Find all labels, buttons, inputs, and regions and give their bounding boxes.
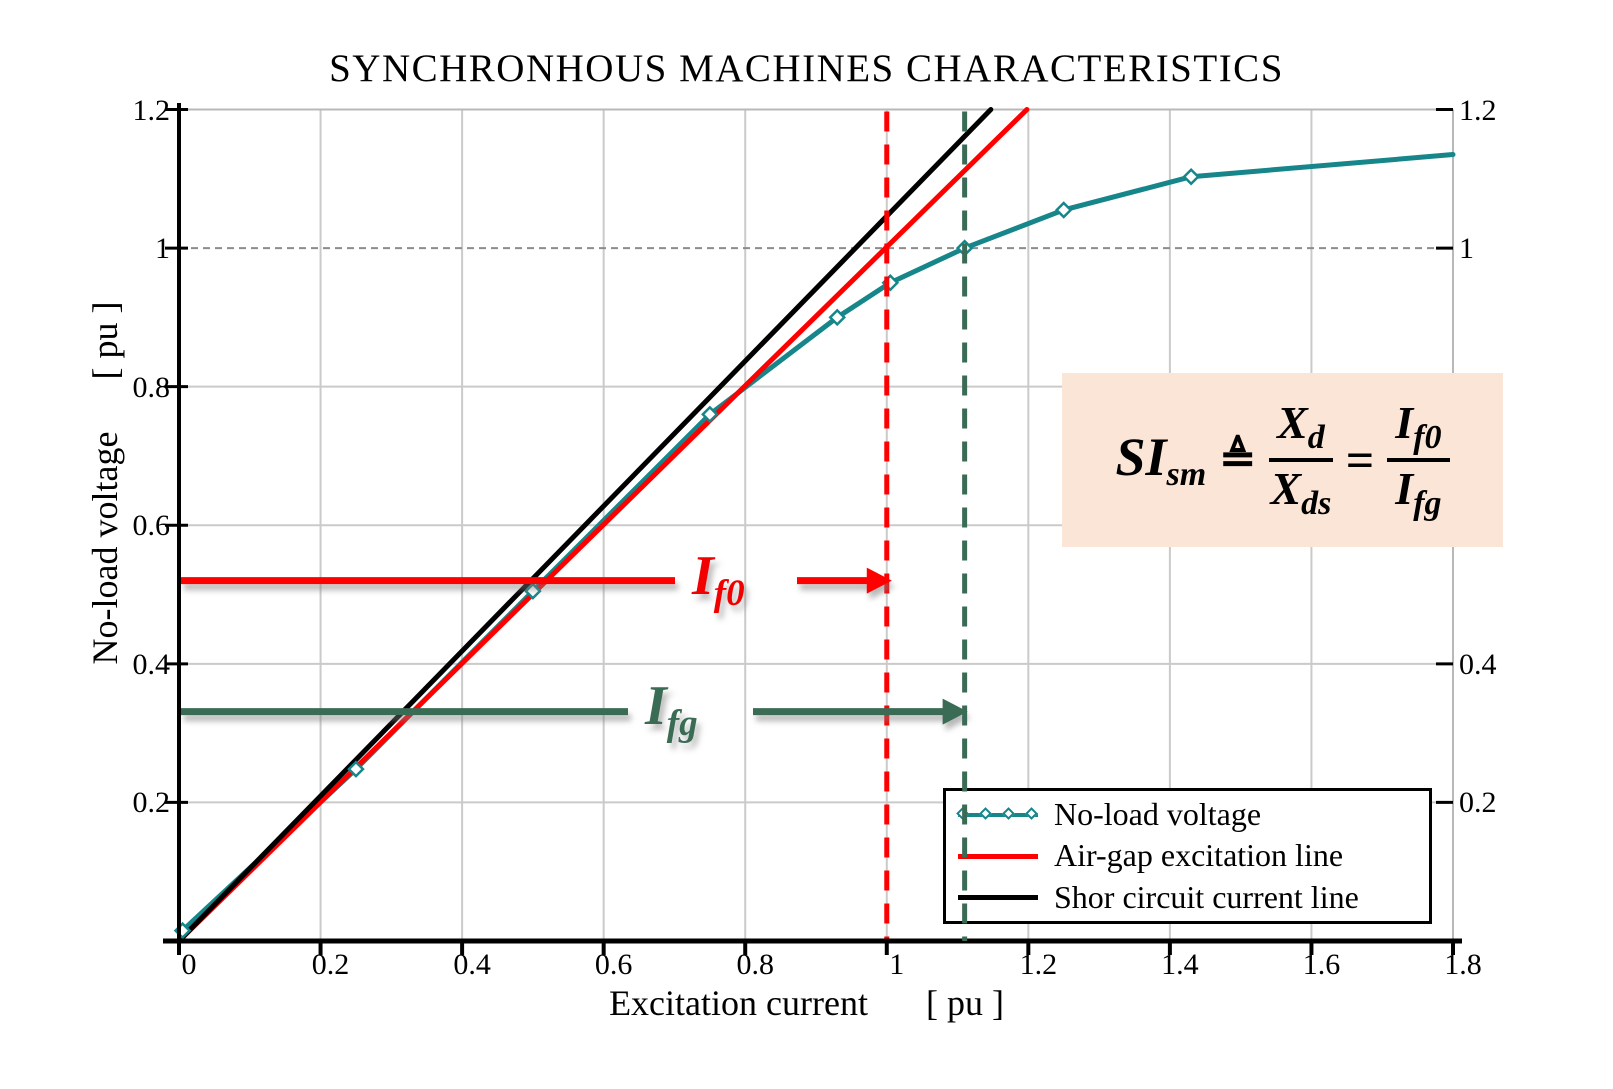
x-tick-label: 0.6 <box>574 948 654 982</box>
x-tick-label: 0.4 <box>432 948 512 982</box>
legend-sample-line <box>958 845 1038 867</box>
formula-fraction-current: If0 Ifg <box>1387 397 1449 523</box>
y-tick-label-left: 0.2 <box>94 786 170 820</box>
legend-diamond-marker <box>1002 807 1015 820</box>
ifg-arrow <box>181 699 968 725</box>
y-tick-label-left: 0.6 <box>94 509 170 543</box>
legend-item-no-load-voltage: No-load voltage <box>946 796 1429 833</box>
chart-title: SYNCHRONHOUS MACHINES CHARACTERISTICS <box>0 46 1613 91</box>
formula-lhs: SIsm <box>1115 426 1206 494</box>
no-load-curve-marker <box>703 407 717 421</box>
x-tick-label: 1 <box>857 948 937 982</box>
no-load-curve-marker <box>349 762 363 776</box>
legend-sample-line-diamond <box>958 804 1038 826</box>
if0-annotation-label: If0 <box>692 544 745 615</box>
defined-equal-symbol: ≜ <box>1219 433 1256 484</box>
if0-subscript: f0 <box>714 573 745 614</box>
no-load-curve-marker <box>1184 170 1198 184</box>
ifg-subscript: fg <box>667 703 698 744</box>
y-axis-label-text: No-load voltage <box>84 432 126 665</box>
short-circuit-current-line <box>179 110 991 942</box>
y-tick-label-right: 0.2 <box>1459 786 1539 820</box>
ifg-annotation-label: Ifg <box>645 674 698 745</box>
x-axis-unit: [ pu ] <box>926 982 1004 1024</box>
legend-sample-stroke <box>958 854 1038 859</box>
x-tick-label: 0.8 <box>715 948 795 982</box>
legend-label: Air-gap excitation line <box>1054 837 1343 874</box>
legend: No-load voltage Air-gap excitation line … <box>943 788 1432 924</box>
x-tick-label: 1.6 <box>1281 948 1361 982</box>
x-tick-label: 1.8 <box>1423 948 1503 982</box>
x-axis-label: Excitation current [ pu ] <box>0 982 1613 1024</box>
legend-diamond-marker <box>1025 807 1038 820</box>
slide-canvas: SYNCHRONHOUS MACHINES CHARACTERISTICS Ex… <box>0 0 1613 1089</box>
y-tick-label-left: 0.8 <box>94 371 170 405</box>
no-load-curve-marker <box>176 924 190 938</box>
if0-symbol: I <box>692 545 714 607</box>
air-gap-excitation-line <box>179 110 1027 942</box>
legend-diamond-marker <box>956 807 969 820</box>
legend-sample-line <box>958 886 1038 908</box>
formula-box: SIsm ≜ Xd Xds = If0 Ifg <box>1062 373 1503 547</box>
equals-symbol: = <box>1346 431 1375 489</box>
x-tick-label: 1.4 <box>1140 948 1220 982</box>
ifg-arrowhead <box>943 699 968 725</box>
legend-sample-stroke <box>958 895 1038 900</box>
legend-item-air-gap-line: Air-gap excitation line <box>946 837 1429 874</box>
legend-item-short-circuit-line: Shor circuit current line <box>946 879 1429 916</box>
if0-arrowhead <box>867 568 892 594</box>
y-axis-label: No-load voltage [ pu ] <box>84 103 126 863</box>
y-axis-unit: [ pu ] <box>84 302 126 380</box>
legend-label: No-load voltage <box>1054 796 1261 833</box>
no-load-curve-marker <box>1057 203 1071 217</box>
legend-label: Shor circuit current line <box>1054 879 1359 916</box>
ifg-symbol: I <box>645 675 667 737</box>
y-tick-label-right: 1.2 <box>1459 94 1539 128</box>
y-tick-label-right: 1 <box>1459 232 1539 266</box>
x-axis-label-text: Excitation current <box>609 982 868 1024</box>
y-tick-label-left: 0.4 <box>94 648 170 682</box>
y-tick-label-left: 1.2 <box>94 94 170 128</box>
x-tick-label: 1.2 <box>998 948 1078 982</box>
no-load-curve-marker <box>958 241 972 255</box>
formula-fraction-reactance: Xd Xds <box>1269 397 1333 523</box>
x-tick-label: 0 <box>149 948 229 982</box>
no-load-curve-marker <box>830 310 844 324</box>
y-tick-label-left: 1 <box>94 232 170 266</box>
legend-diamond-marker <box>979 807 992 820</box>
no-load-curve-marker <box>526 584 540 598</box>
if0-arrow <box>181 568 892 594</box>
y-tick-label-right: 0.4 <box>1459 648 1539 682</box>
x-tick-label: 0.2 <box>291 948 371 982</box>
no-load-curve-marker <box>883 276 897 290</box>
